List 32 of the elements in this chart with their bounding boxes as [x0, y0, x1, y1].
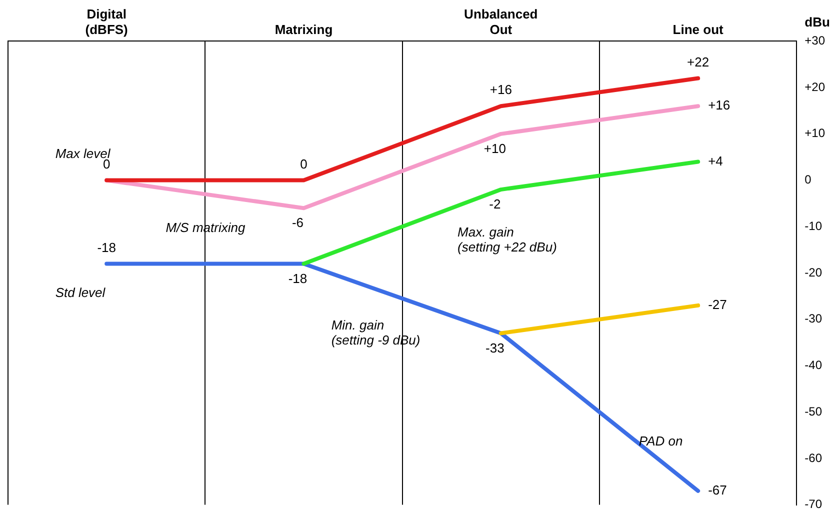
data-label: +16 — [490, 82, 512, 98]
y-tick-label: +10 — [804, 126, 826, 140]
y-tick-label: -20 — [804, 265, 822, 280]
data-label: +4 — [708, 153, 723, 168]
annotation: Max. gain (setting +22 dBu) — [458, 224, 557, 255]
y-tick-label: -40 — [804, 358, 822, 372]
data-label: -33 — [486, 340, 504, 356]
data-label: -2 — [489, 196, 501, 212]
y-tick-label: -50 — [804, 404, 822, 418]
y-tick-label: +30 — [804, 34, 826, 48]
y-tick-label: -70 — [804, 497, 822, 512]
y-tick-label: +20 — [804, 80, 826, 94]
data-label: -67 — [708, 482, 727, 498]
y-tick-label: -60 — [804, 450, 822, 465]
x-tick-label: Unbalanced Out — [464, 6, 538, 37]
data-label: -27 — [708, 297, 727, 312]
annotation: Std level — [55, 285, 106, 300]
annotation: PAD on — [638, 433, 683, 448]
y-axis-title: dBu — [804, 14, 830, 30]
y-tick-label: 0 — [804, 172, 812, 187]
data-label: +16 — [708, 98, 730, 113]
y-tick-label: -30 — [804, 312, 822, 326]
data-label: +22 — [687, 54, 710, 70]
data-label: -18 — [288, 270, 308, 286]
data-label: 0 — [300, 156, 308, 172]
x-tick-label: Line out — [672, 22, 724, 37]
y-tick-label: -10 — [804, 218, 822, 233]
data-label: +10 — [484, 141, 506, 156]
x-tick-label: Matrixing — [274, 22, 333, 37]
data-label: -18 — [97, 240, 116, 255]
x-tick-label: Digital (dBFS) — [85, 6, 128, 37]
data-label: -6 — [292, 215, 304, 230]
